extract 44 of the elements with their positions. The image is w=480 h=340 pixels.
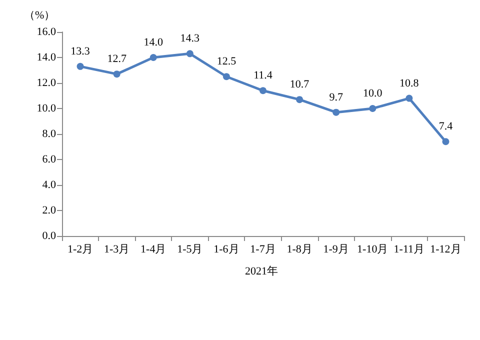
point bbox=[150, 54, 157, 61]
data-label: 13.3 bbox=[70, 45, 90, 58]
x-axis-title: 2021年 bbox=[245, 266, 278, 278]
data-label: 11.4 bbox=[254, 70, 273, 82]
data-label: 12.7 bbox=[107, 53, 127, 66]
point bbox=[260, 87, 266, 94]
y-tick-label: 10.0 bbox=[36, 102, 56, 114]
data-label: 7.4 bbox=[438, 120, 454, 133]
data-label: 10.8 bbox=[400, 77, 420, 90]
x-tick-label: 1-10月 bbox=[357, 244, 388, 256]
x-tick-label: 1-2月 bbox=[67, 244, 94, 256]
data-label: 10.0 bbox=[363, 88, 383, 100]
point bbox=[222, 73, 230, 80]
y-tick-label: 6.0 bbox=[42, 154, 56, 166]
data-label: 14.3 bbox=[180, 32, 200, 45]
data-label: 10.7 bbox=[290, 78, 310, 91]
y-tick-label: 12.0 bbox=[36, 77, 56, 89]
x-tick-label: 1-8月 bbox=[286, 244, 312, 256]
x-tick-label: 1-6月 bbox=[214, 244, 240, 256]
y-tick-label: 14.0 bbox=[36, 52, 56, 64]
x-tick-label: 1-7月 bbox=[250, 244, 276, 256]
x-tick-label: 1-11月 bbox=[394, 244, 425, 256]
point bbox=[332, 108, 340, 116]
x-tick-label: 1-9月 bbox=[323, 244, 349, 256]
y-tick-label: 16.0 bbox=[36, 26, 56, 38]
y-tick-label: 4.0 bbox=[42, 179, 56, 191]
y-tick-label: 0.0 bbox=[42, 230, 56, 242]
data-label: 9.7 bbox=[329, 91, 344, 104]
data-label: 14.0 bbox=[144, 36, 164, 48]
x-tick-label: 1-12月 bbox=[430, 244, 462, 256]
point bbox=[113, 70, 120, 78]
y-tick-label: 8.0 bbox=[42, 128, 56, 140]
point bbox=[369, 105, 376, 112]
point bbox=[186, 50, 194, 58]
x-tick-label: 1-4月 bbox=[140, 244, 166, 256]
point bbox=[442, 138, 450, 146]
data-label: 12.5 bbox=[216, 56, 237, 68]
y-tick-label: 2.0 bbox=[42, 204, 56, 216]
x-tick-label: 1-5月 bbox=[177, 244, 203, 256]
point bbox=[296, 96, 304, 104]
point bbox=[406, 94, 413, 102]
y-axis-title: （%） bbox=[24, 10, 56, 22]
x-tick-label: 1-3月 bbox=[104, 244, 130, 256]
point bbox=[76, 62, 84, 70]
